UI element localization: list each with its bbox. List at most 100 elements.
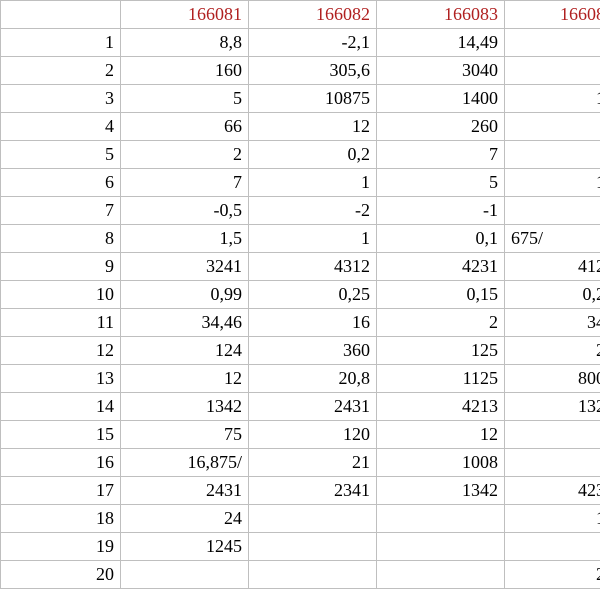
table-cell: 3 (505, 57, 600, 85)
table-row: 3510875140014 (1, 85, 600, 113)
table-cell: 20 (1, 561, 121, 589)
table-cell: 24 (121, 505, 249, 533)
table-cell: 8000 (505, 365, 600, 393)
table-row: 93241431242314123 (1, 253, 600, 281)
table-cell: 1245 (121, 533, 249, 561)
table-cell: 12 (121, 365, 249, 393)
header-cell (1, 1, 121, 29)
table-row: 520,272 (1, 141, 600, 169)
table-cell (505, 533, 600, 561)
table-row: 141342243142131324 (1, 393, 600, 421)
table-cell: 14,49 (377, 29, 505, 57)
table-cell: 2431 (249, 393, 377, 421)
table-row: 1616,875/2110085 (1, 449, 600, 477)
table-cell: 5 (121, 85, 249, 113)
table-cell: 12 (377, 421, 505, 449)
table-cell: 16 (249, 309, 377, 337)
table-cell (249, 505, 377, 533)
header-cell: 166081 (121, 1, 249, 29)
table-cell: 17 (505, 169, 600, 197)
table-cell: 12 (505, 505, 600, 533)
table-cell: 4312 (249, 253, 377, 281)
table-row: 2024 (1, 561, 600, 589)
table-cell: 0,15 (377, 281, 505, 309)
table-cell: 1008 (377, 449, 505, 477)
table-cell: 2 (1, 57, 121, 85)
table-cell: 0,1 (377, 225, 505, 253)
table-cell: 34,46 (121, 309, 249, 337)
table-cell: 75 (121, 421, 249, 449)
table-cell (377, 561, 505, 589)
table-cell: 14 (505, 85, 600, 113)
table-cell: 14 (1, 393, 121, 421)
table-cell: 18 (1, 505, 121, 533)
table-cell: 1 (505, 197, 600, 225)
table-row: 1575120124 (1, 421, 600, 449)
table-cell: 1 (249, 169, 377, 197)
table-cell: 1400 (377, 85, 505, 113)
table-cell: 0,25 (249, 281, 377, 309)
table-row: 2160305,630403 (1, 57, 600, 85)
table-cell: 2 (377, 309, 505, 337)
table-row: 172431234113424231 (1, 477, 600, 505)
table-cell: 0,99 (121, 281, 249, 309)
table-row: 1212436012525 (1, 337, 600, 365)
table-row: 18,8-2,114,492 (1, 29, 600, 57)
data-table: 166081 166082 166083 166084 18,8-2,114,4… (0, 0, 600, 589)
table-cell: 0,2 (249, 141, 377, 169)
table-cell: 2 (121, 141, 249, 169)
table-cell: 3040 (377, 57, 505, 85)
table-cell: 2341 (249, 477, 377, 505)
table-row: 466122608 (1, 113, 600, 141)
table-row: 7-0,5-2-11 (1, 197, 600, 225)
table-cell (249, 561, 377, 589)
table-cell: 4231 (377, 253, 505, 281)
table-cell: 7 (1, 197, 121, 225)
table-cell: 17 (1, 477, 121, 505)
table-cell: 4123 (505, 253, 600, 281)
table-cell: 260 (377, 113, 505, 141)
table-cell (377, 505, 505, 533)
table-cell: 12 (1, 337, 121, 365)
table-row: 131220,811258000 (1, 365, 600, 393)
table-cell: 8 (505, 113, 600, 141)
table-cell: 1,5 (121, 225, 249, 253)
table-cell: 3241 (121, 253, 249, 281)
table-cell: 21 (249, 449, 377, 477)
table-cell: 4231 (505, 477, 600, 505)
table-cell: 160 (121, 57, 249, 85)
table-cell: 16,875/ (121, 449, 249, 477)
table-cell: 1 (249, 225, 377, 253)
table-cell: 8 (1, 225, 121, 253)
table-cell: 124 (121, 337, 249, 365)
table-cell: 125 (377, 337, 505, 365)
table-cell: 7 (377, 141, 505, 169)
table-cell: 120 (249, 421, 377, 449)
table-cell (121, 561, 249, 589)
table-cell: 2431 (121, 477, 249, 505)
table-row: 191245 (1, 533, 600, 561)
table-cell: 10875 (249, 85, 377, 113)
table-row: 100,990,250,150,25 (1, 281, 600, 309)
table-cell (249, 533, 377, 561)
table-cell: 5 (505, 449, 600, 477)
table-cell: 1324 (505, 393, 600, 421)
data-table-container: 166081 166082 166083 166084 18,8-2,114,4… (0, 0, 600, 589)
table-cell: -2 (249, 197, 377, 225)
table-cell: 7 (121, 169, 249, 197)
header-cell: 166082 (249, 1, 377, 29)
table-cell: 5 (377, 169, 505, 197)
table-cell: -0,5 (121, 197, 249, 225)
table-body: 18,8-2,114,4922160305,630403351087514001… (1, 29, 600, 589)
table-cell: 16 (1, 449, 121, 477)
table-row: 671517 (1, 169, 600, 197)
table-cell: 3 (1, 85, 121, 113)
table-cell: 66 (121, 113, 249, 141)
table-row: 81,510,1675/ (1, 225, 600, 253)
table-cell: 340 (505, 309, 600, 337)
table-cell: 20,8 (249, 365, 377, 393)
table-cell: 0,25 (505, 281, 600, 309)
table-cell: 5 (1, 141, 121, 169)
table-cell: 12 (249, 113, 377, 141)
table-cell: 2 (505, 141, 600, 169)
